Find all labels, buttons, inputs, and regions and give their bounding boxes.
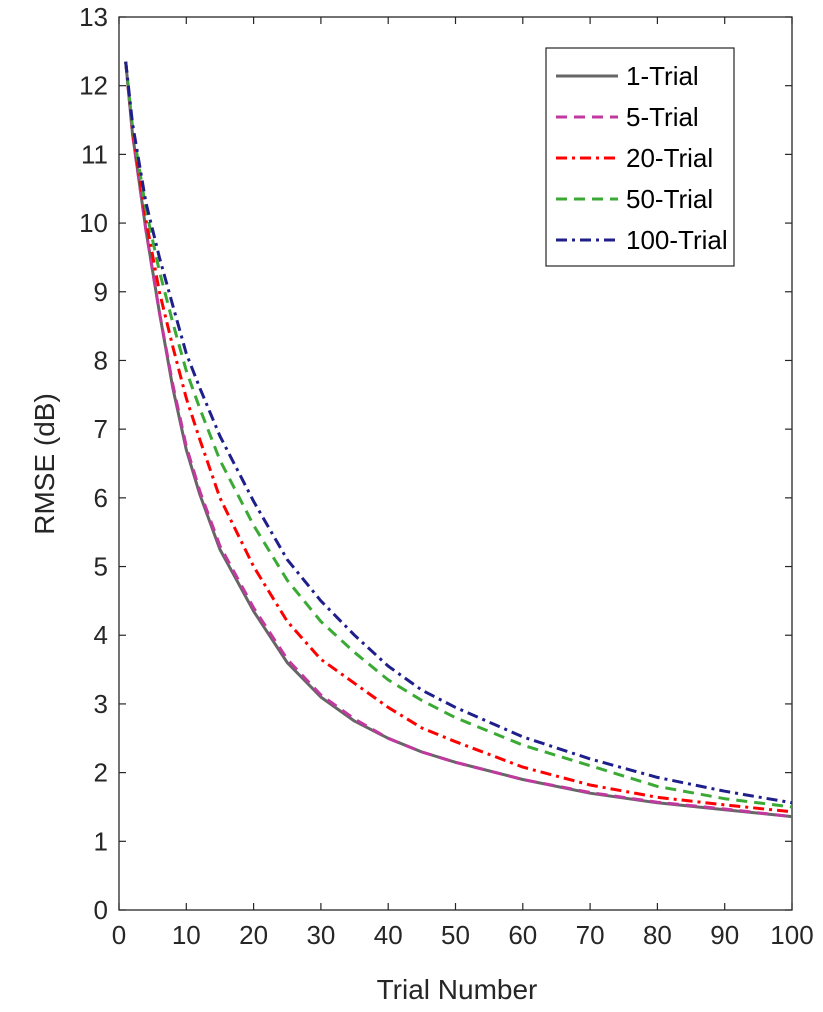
x-tick-label: 60 [508, 920, 537, 950]
legend: 1-Trial 5-Trial 20-Trial 50-Trial 100-Trial [545, 47, 735, 267]
x-tick-label: 70 [576, 920, 605, 950]
y-tick-label: 13 [79, 2, 108, 32]
y-axis-label: RMSE (dB) [29, 393, 60, 535]
x-tick-label: 0 [112, 920, 126, 950]
x-axis-label: Trial Number [377, 974, 538, 1005]
series-line-50-trial [124, 61, 793, 809]
y-tick-label: 12 [79, 71, 108, 101]
legend-label-20-trial: 20-Trial [626, 143, 713, 173]
y-tick-label: 7 [94, 414, 108, 444]
x-tick-label: 80 [643, 920, 672, 950]
y-tick-label: 2 [94, 758, 108, 788]
x-tick-label: 100 [770, 920, 813, 950]
y-tick-label: 8 [94, 345, 108, 375]
y-tick-label: 1 [94, 826, 108, 856]
y-tick-label: 9 [94, 277, 108, 307]
legend-label-50-trial: 50-Trial [626, 184, 713, 214]
legend-label-100-trial: 100-Trial [626, 225, 728, 255]
legend-box [545, 47, 735, 267]
series-line-100-trial [124, 61, 793, 805]
x-tick-label: 30 [306, 920, 335, 950]
y-tick-label: 10 [79, 208, 108, 238]
y-tick-label: 0 [94, 895, 108, 925]
series-layer [124, 61, 793, 819]
x-tick-label: 20 [239, 920, 268, 950]
x-tick-label: 90 [710, 920, 739, 950]
y-tick-label: 4 [94, 620, 108, 650]
x-tick-label: 40 [374, 920, 403, 950]
legend-label-5-trial: 5-Trial [626, 102, 699, 132]
series-line-5-trial [124, 61, 793, 819]
legend-label-1-trial: 1-Trial [626, 61, 699, 91]
x-tick-label: 50 [441, 920, 470, 950]
y-tick-label: 11 [81, 139, 108, 169]
series-line-20-trial [124, 61, 793, 814]
y-tick-label: 6 [94, 483, 108, 513]
y-tick-label: 3 [94, 689, 108, 719]
x-tick-label: 10 [172, 920, 201, 950]
y-tick-label: 5 [94, 552, 108, 582]
